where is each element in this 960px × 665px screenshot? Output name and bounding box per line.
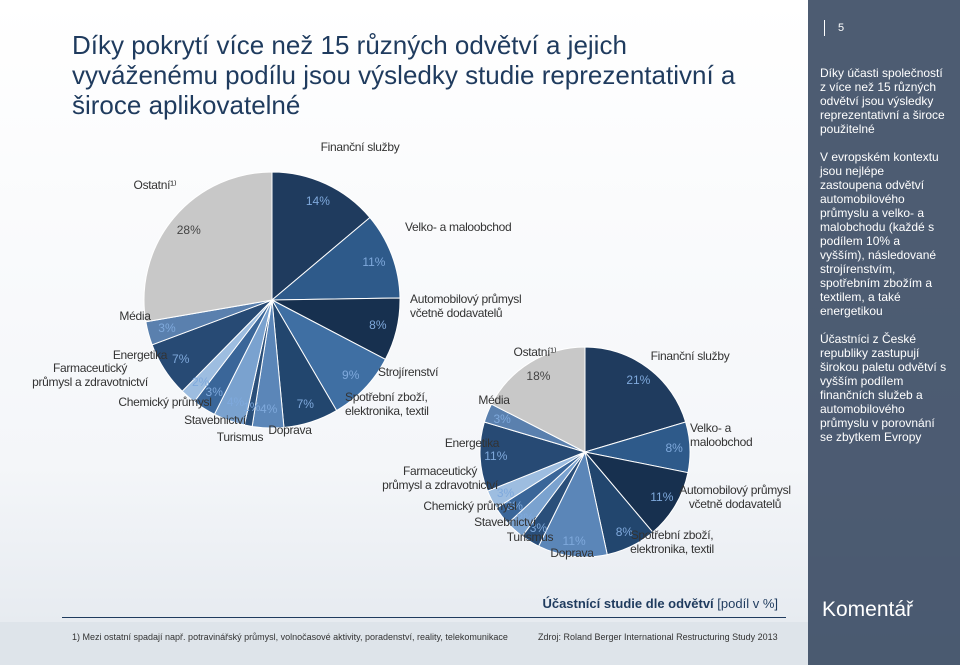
charts: [143, 171, 691, 558]
sidebar: 5 Díky účasti společností z více než 15 …: [808, 0, 960, 665]
pie-slice: [270, 216, 401, 301]
slice-value-label: 3%: [496, 485, 515, 500]
chart-caption: Účastnící studie dle odvětví [podíl v %]: [542, 596, 778, 611]
slice-category-label: Média: [478, 393, 510, 407]
slice-category-label: Chemický průmysl: [118, 395, 212, 409]
caption-unit: [podíl v %]: [717, 596, 778, 611]
slice-value-label: 9%: [342, 368, 360, 383]
slice-value-label: 3%: [158, 321, 176, 336]
paragraph: V evropském kontextu jsou nejlépe zastou…: [820, 150, 939, 318]
slice-value-label: 11%: [562, 533, 586, 548]
slice-value-label: 3%: [205, 385, 223, 400]
slice-value-label: 4%: [226, 395, 245, 410]
sidebar-label: Komentář: [822, 598, 914, 621]
pie-slice: [537, 450, 608, 558]
slice-category-label: Doprava: [268, 423, 312, 437]
sidebar-text: Díky účasti společností z více než 15 rů…: [820, 66, 948, 458]
slice-category-label: Doprava: [550, 546, 594, 560]
caption-bold: Účastnící studie dle odvětví: [542, 596, 714, 611]
pie-slice: [271, 171, 371, 302]
slice-value-label: 8%: [665, 440, 683, 455]
slice-value-label: 7%: [296, 396, 314, 411]
paragraph: Díky účasti společností z více než 15 rů…: [820, 66, 945, 136]
slice-value-label: 4%: [259, 401, 278, 416]
pie-slice: [490, 346, 586, 453]
slice-value-label: 3%: [493, 411, 511, 426]
caption-rule: [62, 617, 786, 618]
slice-value-label: 21%: [626, 373, 651, 388]
page-number: 5: [838, 22, 845, 34]
slice-category-label: Turismus: [216, 430, 264, 444]
slice-value-label: 2%: [191, 375, 210, 390]
footer-band: [0, 622, 808, 665]
slice-category-label: Stavebnictví: [184, 413, 246, 427]
slice-category-label: Spotřební zboží, elektronika, textil: [630, 528, 714, 556]
slice-category-label: Finanční služby: [650, 349, 730, 363]
slice-value-label: 3%: [516, 511, 535, 526]
slice-value-label: 3%: [505, 499, 523, 514]
slice-value-label: 8%: [369, 318, 387, 333]
slice-category-label: Farmaceutický průmysl a zdravotnictví: [32, 361, 148, 389]
slice-category-label: Velko- a maloobchod: [690, 421, 753, 449]
slice-value-label: 11%: [650, 490, 674, 505]
slide-title: Díky pokrytí více než 15 různých odvětví…: [72, 30, 736, 120]
slice-category-label: Farmaceutický průmysl a zdravotnictví: [382, 464, 498, 492]
slice-value-label: 11%: [484, 449, 508, 464]
slice-category-label: Chemický průmysl: [423, 499, 517, 513]
source: Zdroj: Roland Berger International Restr…: [538, 632, 778, 642]
slice-value-label: 3%: [529, 521, 548, 536]
slice-category-label: Energetika: [444, 436, 500, 450]
slice-value-label: 11%: [362, 254, 386, 269]
slice-value-label: 18%: [526, 368, 551, 383]
pie-slice: [479, 421, 587, 492]
pie-slice: [584, 346, 687, 453]
slice-category-label: Stavebnictví: [474, 515, 536, 529]
slice-category-label: Strojírenství: [378, 365, 439, 379]
pie-slice: [143, 171, 273, 323]
paragraph: Účastníci z České republiky zastupují ši…: [820, 332, 947, 444]
slice-category-label: Ostatní¹⁾: [133, 178, 177, 192]
slice-value-label: 8%: [615, 525, 634, 540]
slice-value-label: 28%: [176, 222, 201, 237]
slice-category-label: Automobilový průmysl včetně dodavatelů: [410, 292, 522, 320]
slice-category-label: Velko- a maloobchod: [405, 220, 512, 234]
slice-category-label: Ostatní¹⁾: [513, 345, 557, 359]
slice-category-label: Automobilový průmysl včetně dodavatelů: [679, 483, 791, 511]
page-rule: [824, 20, 825, 36]
slice-value-label: 1%: [243, 399, 261, 414]
slice-category-label: Média: [119, 309, 151, 323]
slice-category-label: Spotřební zboží, elektronika, textil: [345, 390, 429, 418]
slice-value-label: 7%: [172, 352, 190, 367]
footnote: 1) Mezi ostatní spadají např. potravinář…: [72, 632, 508, 642]
slice-category-label: Energetika: [112, 348, 168, 362]
slice-category-label: Finanční služby: [320, 140, 400, 154]
slice-value-label: 14%: [305, 194, 330, 209]
slice-category-label: Turismus: [506, 530, 554, 544]
pie-slice: [583, 451, 689, 533]
